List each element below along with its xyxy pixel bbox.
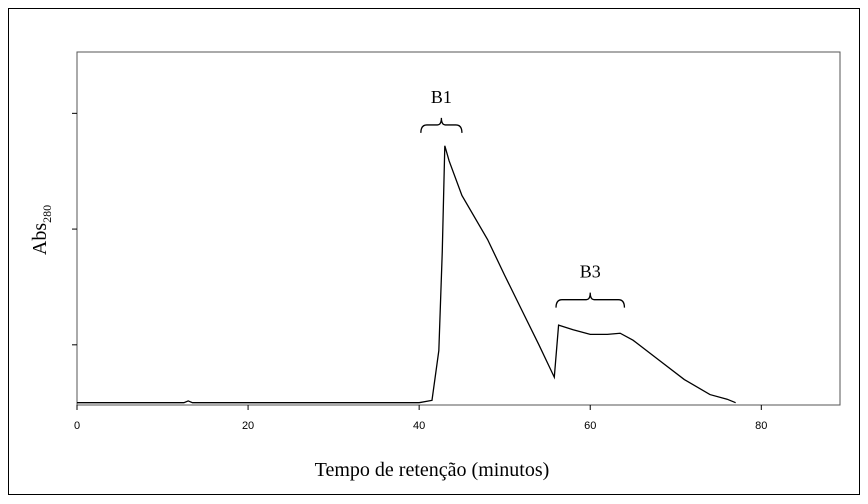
plot-frame xyxy=(76,51,841,406)
annotation-label: B1 xyxy=(431,87,452,107)
signal-line xyxy=(77,145,736,404)
x-tick-label: 20 xyxy=(242,420,254,432)
y-label-main: Abs xyxy=(29,223,51,255)
x-tick-label: 80 xyxy=(755,420,767,432)
x-tick-label: 0 xyxy=(74,420,80,432)
y-label-subscript: 280 xyxy=(40,205,54,223)
y-axis-label: Abs280 xyxy=(29,205,54,255)
x-tick-label: 40 xyxy=(413,420,425,432)
brace xyxy=(555,292,626,308)
brace xyxy=(420,117,463,133)
x-tick-label: 60 xyxy=(584,420,596,432)
x-axis-label: Tempo de retenção (minutos) xyxy=(315,459,550,481)
outer-frame xyxy=(8,8,860,495)
annotation-label: B3 xyxy=(580,262,601,282)
